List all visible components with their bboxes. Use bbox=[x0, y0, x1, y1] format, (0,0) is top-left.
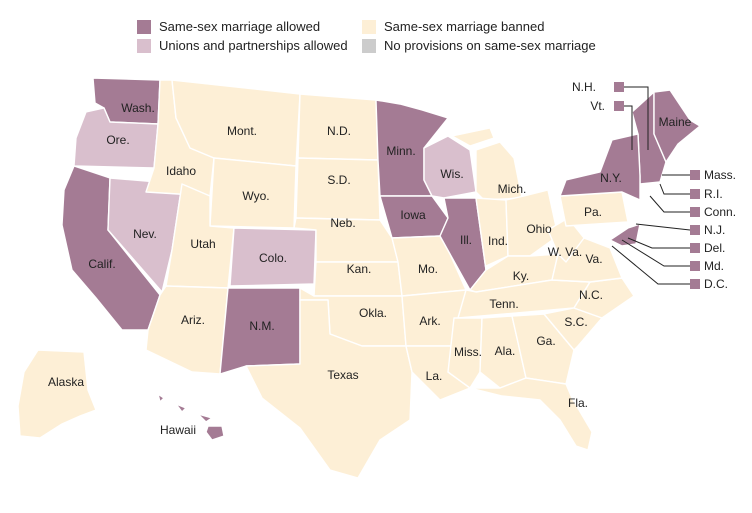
legend-label-allowed: Same-sex marriage allowed bbox=[159, 19, 321, 34]
state-label-alaska: Alaska bbox=[48, 375, 84, 389]
state-label-la: La. bbox=[426, 369, 443, 383]
state-label-wis: Wis. bbox=[440, 167, 463, 181]
state-label-ill: Ill. bbox=[460, 233, 472, 247]
state-label-miss: Miss. bbox=[454, 345, 482, 359]
state-label-maine: Maine bbox=[659, 115, 692, 129]
state-label-mo: Mo. bbox=[418, 262, 438, 276]
callout-leader-n-j bbox=[635, 223, 691, 231]
state-label-calif: Calif. bbox=[88, 257, 115, 271]
state-label-ariz: Ariz. bbox=[181, 313, 205, 327]
state-label-w-va: W. Va. bbox=[548, 245, 582, 259]
callout-swatch-d-c bbox=[690, 279, 700, 289]
state-s-d bbox=[295, 157, 381, 221]
legend-label-unions: Unions and partnerships allowed bbox=[159, 38, 348, 53]
callout-label-conn: Conn. bbox=[704, 205, 736, 219]
callout-label-n-j: N.J. bbox=[704, 223, 725, 237]
state-label-texas: Texas bbox=[327, 368, 358, 382]
legend-swatch-allowed bbox=[137, 20, 151, 34]
state-label-neb: Neb. bbox=[330, 216, 355, 230]
state-label-n-y: N.Y. bbox=[600, 171, 622, 185]
callout-leader-d-c bbox=[611, 245, 690, 285]
state-maine bbox=[653, 89, 701, 163]
callout-leader-conn bbox=[649, 195, 690, 213]
callout-swatch-n-j bbox=[690, 225, 700, 235]
legend-label-none: No provisions on same-sex marriage bbox=[384, 38, 596, 53]
callout-leader-n-h bbox=[624, 86, 649, 150]
state-label-ala: Ala. bbox=[495, 344, 516, 358]
callout-swatch-del bbox=[690, 243, 700, 253]
state-alaska bbox=[17, 349, 97, 439]
callout-leader-md bbox=[621, 239, 690, 267]
state-label-wash: Wash. bbox=[121, 101, 155, 115]
state-mid-atlantic bbox=[609, 223, 641, 247]
state-texas bbox=[245, 299, 413, 479]
state-ariz bbox=[145, 285, 229, 375]
state-label-s-c: S.C. bbox=[564, 315, 587, 329]
state-utah bbox=[165, 183, 235, 289]
state-n-y bbox=[559, 133, 641, 201]
callout-leader-vt bbox=[624, 105, 633, 150]
callout-swatch-r-i bbox=[690, 189, 700, 199]
state-label-mont: Mont. bbox=[227, 124, 257, 138]
callouts: N.H. Vt. Mass. R.I. Conn. N.J. Del. Md. D.C. bbox=[572, 80, 736, 291]
state-label-fla: Fla. bbox=[568, 396, 588, 410]
state-miss bbox=[447, 317, 483, 389]
state-label-mich: Mich. bbox=[498, 182, 527, 196]
state-label-pa: Pa. bbox=[584, 205, 602, 219]
state-ind bbox=[475, 197, 509, 271]
state-label-wyo: Wyo. bbox=[242, 189, 269, 203]
state-labels: Wash. Ore. Calif. Nev. Idaho Mont. Wyo. Utah Col… bbox=[48, 101, 692, 437]
state-fla bbox=[469, 377, 593, 451]
state-label-colo: Colo. bbox=[259, 251, 287, 265]
callout-label-d-c: D.C. bbox=[704, 277, 728, 291]
state-label-ohio: Ohio bbox=[526, 222, 552, 236]
state-label-ark: Ark. bbox=[419, 314, 440, 328]
callout-label-del: Del. bbox=[704, 241, 725, 255]
state-s-c bbox=[543, 307, 603, 351]
state-n-c bbox=[573, 277, 635, 319]
state-label-ga: Ga. bbox=[536, 334, 555, 348]
callout-swatch-n-h bbox=[614, 82, 624, 92]
state-label-ore: Ore. bbox=[106, 133, 129, 147]
state-hawaii bbox=[157, 393, 225, 441]
state-label-tenn: Tenn. bbox=[489, 297, 518, 311]
callout-label-n-h: N.H. bbox=[572, 80, 596, 94]
state-label-nev: Nev. bbox=[133, 227, 157, 241]
callout-leader-del bbox=[627, 237, 690, 249]
state-label-kan: Kan. bbox=[347, 262, 372, 276]
callout-leader-r-i bbox=[659, 183, 690, 195]
state-label-ky: Ky. bbox=[513, 269, 529, 283]
legend-label-banned: Same-sex marriage banned bbox=[384, 19, 545, 34]
state-label-okla: Okla. bbox=[359, 306, 387, 320]
state-label-idaho: Idaho bbox=[166, 164, 196, 178]
state-label-n-c: N.C. bbox=[579, 288, 603, 302]
state-label-minn: Minn. bbox=[386, 144, 415, 158]
callout-label-md: Md. bbox=[704, 259, 724, 273]
state-label-s-d: S.D. bbox=[327, 173, 350, 187]
callout-swatch-conn bbox=[690, 207, 700, 217]
state-shapes bbox=[17, 77, 701, 479]
state-label-n-m: N.M. bbox=[249, 319, 274, 333]
callout-swatch-vt bbox=[614, 101, 624, 111]
state-label-va: Va. bbox=[585, 252, 602, 266]
state-colo bbox=[229, 227, 317, 287]
callout-label-mass: Mass. bbox=[704, 168, 736, 182]
legend-swatch-unions bbox=[137, 39, 151, 53]
legend-swatch-none bbox=[362, 39, 376, 53]
state-label-hawaii: Hawaii bbox=[160, 423, 196, 437]
state-label-utah: Utah bbox=[190, 237, 215, 251]
callout-swatch-md bbox=[690, 261, 700, 271]
state-wis bbox=[423, 135, 477, 199]
state-label-ind: Ind. bbox=[488, 234, 508, 248]
state-label-n-d: N.D. bbox=[327, 124, 351, 138]
callout-label-r-i: R.I. bbox=[704, 187, 723, 201]
legend-swatch-banned bbox=[362, 20, 376, 34]
state-label-iowa: Iowa bbox=[400, 208, 426, 222]
callout-label-vt: Vt. bbox=[590, 99, 605, 113]
callout-swatch-mass bbox=[690, 170, 700, 180]
